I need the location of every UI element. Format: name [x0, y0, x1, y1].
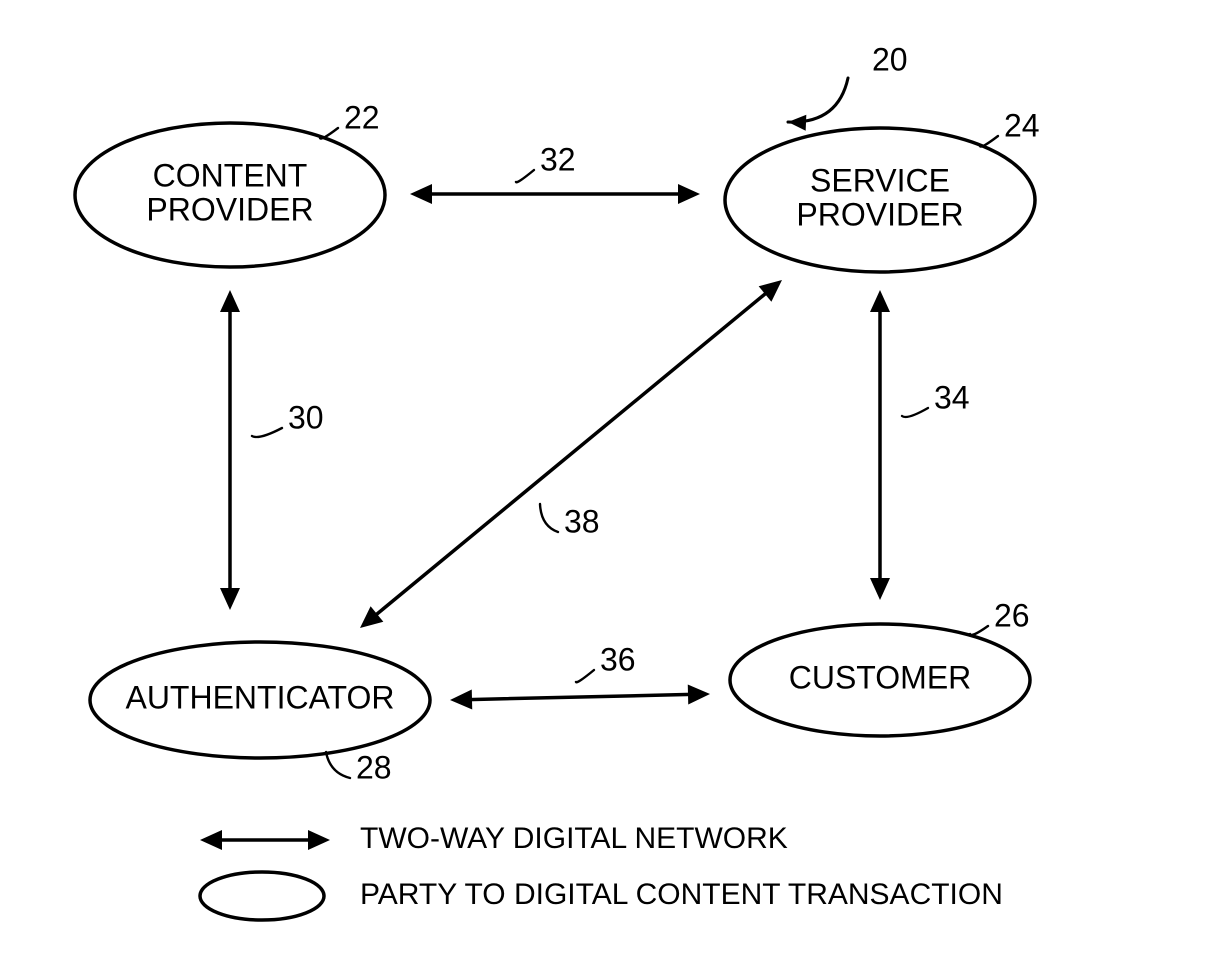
svg-text:36: 36 [600, 641, 636, 677]
system-ref-label: 20 [872, 41, 908, 77]
svg-text:22: 22 [344, 99, 380, 135]
node-label-service_provider: SERVICE [810, 163, 950, 199]
svg-text:24: 24 [1004, 107, 1040, 143]
node-label-customer: CUSTOMER [789, 659, 972, 695]
svg-text:30: 30 [288, 399, 324, 435]
node-label-authenticator: AUTHENTICATOR [125, 679, 394, 715]
node-label-content_provider: CONTENT [153, 158, 308, 194]
node-label-content_provider: PROVIDER [146, 191, 313, 227]
svg-text:38: 38 [564, 503, 600, 539]
legend-ellipse-label: PARTY TO DIGITAL CONTENT TRANSACTION [360, 878, 1003, 911]
node-label-service_provider: PROVIDER [796, 196, 963, 232]
svg-text:34: 34 [934, 379, 970, 415]
legend-arrow-label: TWO-WAY DIGITAL NETWORK [360, 822, 788, 855]
svg-text:26: 26 [994, 597, 1030, 633]
svg-text:28: 28 [356, 749, 392, 785]
svg-text:32: 32 [540, 141, 576, 177]
system-ref-arrow [788, 78, 848, 122]
legend-ellipse-symbol [200, 872, 324, 920]
